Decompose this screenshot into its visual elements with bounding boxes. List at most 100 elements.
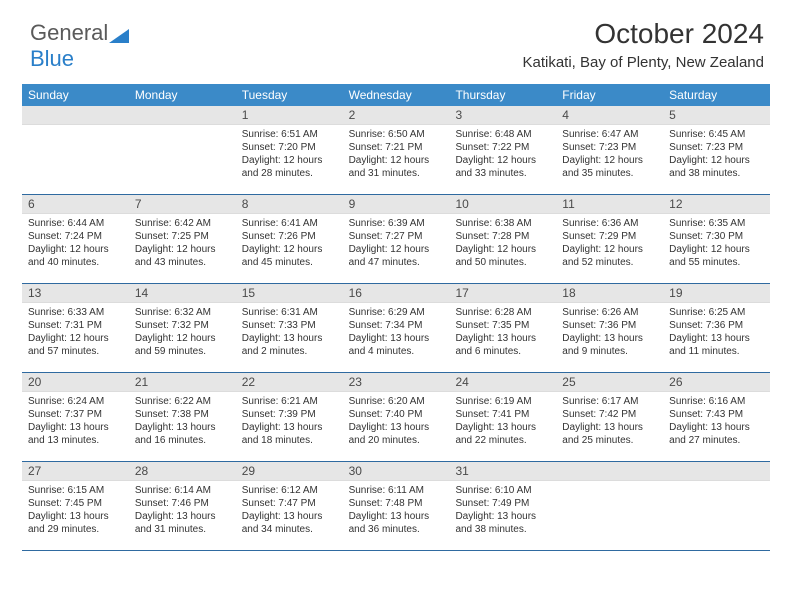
calendar-cell: 14Sunrise: 6:32 AMSunset: 7:32 PMDayligh… (129, 284, 236, 372)
daylight-line-1: Daylight: 12 hours (455, 243, 550, 256)
daylight-line-1: Daylight: 13 hours (455, 510, 550, 523)
daylight-line-1: Daylight: 12 hours (242, 154, 337, 167)
page-subtitle: Katikati, Bay of Plenty, New Zealand (522, 54, 764, 71)
daylight-line-2: and 16 minutes. (135, 434, 230, 447)
day-number: 23 (343, 373, 450, 392)
calendar-cell: 1Sunrise: 6:51 AMSunset: 7:20 PMDaylight… (236, 106, 343, 194)
day-number: 25 (556, 373, 663, 392)
daylight-line-1: Daylight: 12 hours (669, 243, 764, 256)
day-number: 26 (663, 373, 770, 392)
sunrise-line: Sunrise: 6:47 AM (562, 128, 657, 141)
calendar-cell: 2Sunrise: 6:50 AMSunset: 7:21 PMDaylight… (343, 106, 450, 194)
calendar-cell: 29Sunrise: 6:12 AMSunset: 7:47 PMDayligh… (236, 462, 343, 550)
daylight-line-1: Daylight: 13 hours (455, 332, 550, 345)
daylight-line-2: and 29 minutes. (28, 523, 123, 536)
logo-text-general: General (30, 20, 108, 45)
sunset-line: Sunset: 7:33 PM (242, 319, 337, 332)
sunset-line: Sunset: 7:35 PM (455, 319, 550, 332)
daylight-line-2: and 38 minutes. (669, 167, 764, 180)
day-info: Sunrise: 6:44 AMSunset: 7:24 PMDaylight:… (22, 214, 129, 273)
day-info: Sunrise: 6:10 AMSunset: 7:49 PMDaylight:… (449, 481, 556, 540)
day-info: Sunrise: 6:11 AMSunset: 7:48 PMDaylight:… (343, 481, 450, 540)
calendar-cell (22, 106, 129, 194)
daylight-line-1: Daylight: 13 hours (455, 421, 550, 434)
sunrise-line: Sunrise: 6:25 AM (669, 306, 764, 319)
day-info: Sunrise: 6:16 AMSunset: 7:43 PMDaylight:… (663, 392, 770, 451)
day-header: Wednesday (343, 84, 450, 106)
day-info: Sunrise: 6:42 AMSunset: 7:25 PMDaylight:… (129, 214, 236, 273)
sunset-line: Sunset: 7:24 PM (28, 230, 123, 243)
sunset-line: Sunset: 7:45 PM (28, 497, 123, 510)
day-header: Tuesday (236, 84, 343, 106)
day-info: Sunrise: 6:20 AMSunset: 7:40 PMDaylight:… (343, 392, 450, 451)
daylight-line-1: Daylight: 13 hours (349, 510, 444, 523)
calendar-cell: 26Sunrise: 6:16 AMSunset: 7:43 PMDayligh… (663, 373, 770, 461)
sunrise-line: Sunrise: 6:36 AM (562, 217, 657, 230)
daylight-line-1: Daylight: 13 hours (562, 332, 657, 345)
calendar-week: 20Sunrise: 6:24 AMSunset: 7:37 PMDayligh… (22, 373, 770, 462)
daylight-line-2: and 22 minutes. (455, 434, 550, 447)
calendar-cell: 13Sunrise: 6:33 AMSunset: 7:31 PMDayligh… (22, 284, 129, 372)
sunrise-line: Sunrise: 6:33 AM (28, 306, 123, 319)
day-header: Saturday (663, 84, 770, 106)
daylight-line-2: and 52 minutes. (562, 256, 657, 269)
daylight-line-1: Daylight: 13 hours (349, 332, 444, 345)
daylight-line-1: Daylight: 13 hours (349, 421, 444, 434)
day-header: Thursday (449, 84, 556, 106)
daylight-line-2: and 34 minutes. (242, 523, 337, 536)
day-info: Sunrise: 6:12 AMSunset: 7:47 PMDaylight:… (236, 481, 343, 540)
calendar-cell: 18Sunrise: 6:26 AMSunset: 7:36 PMDayligh… (556, 284, 663, 372)
daylight-line-1: Daylight: 13 hours (242, 332, 337, 345)
calendar-cell: 12Sunrise: 6:35 AMSunset: 7:30 PMDayligh… (663, 195, 770, 283)
calendar-cell: 15Sunrise: 6:31 AMSunset: 7:33 PMDayligh… (236, 284, 343, 372)
daylight-line-1: Daylight: 12 hours (562, 243, 657, 256)
sunset-line: Sunset: 7:21 PM (349, 141, 444, 154)
calendar-cell: 10Sunrise: 6:38 AMSunset: 7:28 PMDayligh… (449, 195, 556, 283)
logo-triangle-icon (109, 29, 129, 43)
sunset-line: Sunset: 7:36 PM (669, 319, 764, 332)
sunset-line: Sunset: 7:36 PM (562, 319, 657, 332)
day-info: Sunrise: 6:24 AMSunset: 7:37 PMDaylight:… (22, 392, 129, 451)
daylight-line-2: and 55 minutes. (669, 256, 764, 269)
sunrise-line: Sunrise: 6:22 AM (135, 395, 230, 408)
calendar-cell: 31Sunrise: 6:10 AMSunset: 7:49 PMDayligh… (449, 462, 556, 550)
logo-text-blue: Blue (30, 46, 74, 71)
sunset-line: Sunset: 7:23 PM (669, 141, 764, 154)
daylight-line-1: Daylight: 12 hours (349, 243, 444, 256)
daylight-line-1: Daylight: 13 hours (28, 510, 123, 523)
day-info: Sunrise: 6:48 AMSunset: 7:22 PMDaylight:… (449, 125, 556, 184)
sunrise-line: Sunrise: 6:15 AM (28, 484, 123, 497)
logo: General Blue (30, 20, 129, 72)
sunrise-line: Sunrise: 6:41 AM (242, 217, 337, 230)
sunrise-line: Sunrise: 6:39 AM (349, 217, 444, 230)
daylight-line-1: Daylight: 13 hours (562, 421, 657, 434)
daylight-line-1: Daylight: 12 hours (242, 243, 337, 256)
day-info: Sunrise: 6:33 AMSunset: 7:31 PMDaylight:… (22, 303, 129, 362)
sunrise-line: Sunrise: 6:48 AM (455, 128, 550, 141)
sunset-line: Sunset: 7:23 PM (562, 141, 657, 154)
day-number: 31 (449, 462, 556, 481)
calendar-cell: 28Sunrise: 6:14 AMSunset: 7:46 PMDayligh… (129, 462, 236, 550)
calendar-header-row: SundayMondayTuesdayWednesdayThursdayFrid… (22, 84, 770, 106)
sunrise-line: Sunrise: 6:14 AM (135, 484, 230, 497)
day-info: Sunrise: 6:26 AMSunset: 7:36 PMDaylight:… (556, 303, 663, 362)
daylight-line-2: and 31 minutes. (135, 523, 230, 536)
daylight-line-2: and 9 minutes. (562, 345, 657, 358)
day-info: Sunrise: 6:47 AMSunset: 7:23 PMDaylight:… (556, 125, 663, 184)
calendar-cell: 17Sunrise: 6:28 AMSunset: 7:35 PMDayligh… (449, 284, 556, 372)
calendar-cell: 3Sunrise: 6:48 AMSunset: 7:22 PMDaylight… (449, 106, 556, 194)
daylight-line-1: Daylight: 12 hours (28, 332, 123, 345)
sunrise-line: Sunrise: 6:28 AM (455, 306, 550, 319)
day-number: 21 (129, 373, 236, 392)
daylight-line-2: and 57 minutes. (28, 345, 123, 358)
sunset-line: Sunset: 7:28 PM (455, 230, 550, 243)
day-number: 30 (343, 462, 450, 481)
daylight-line-1: Daylight: 12 hours (669, 154, 764, 167)
sunrise-line: Sunrise: 6:19 AM (455, 395, 550, 408)
sunrise-line: Sunrise: 6:12 AM (242, 484, 337, 497)
day-info: Sunrise: 6:19 AMSunset: 7:41 PMDaylight:… (449, 392, 556, 451)
calendar-week: 1Sunrise: 6:51 AMSunset: 7:20 PMDaylight… (22, 106, 770, 195)
day-number (556, 462, 663, 481)
daylight-line-2: and 28 minutes. (242, 167, 337, 180)
day-info: Sunrise: 6:29 AMSunset: 7:34 PMDaylight:… (343, 303, 450, 362)
